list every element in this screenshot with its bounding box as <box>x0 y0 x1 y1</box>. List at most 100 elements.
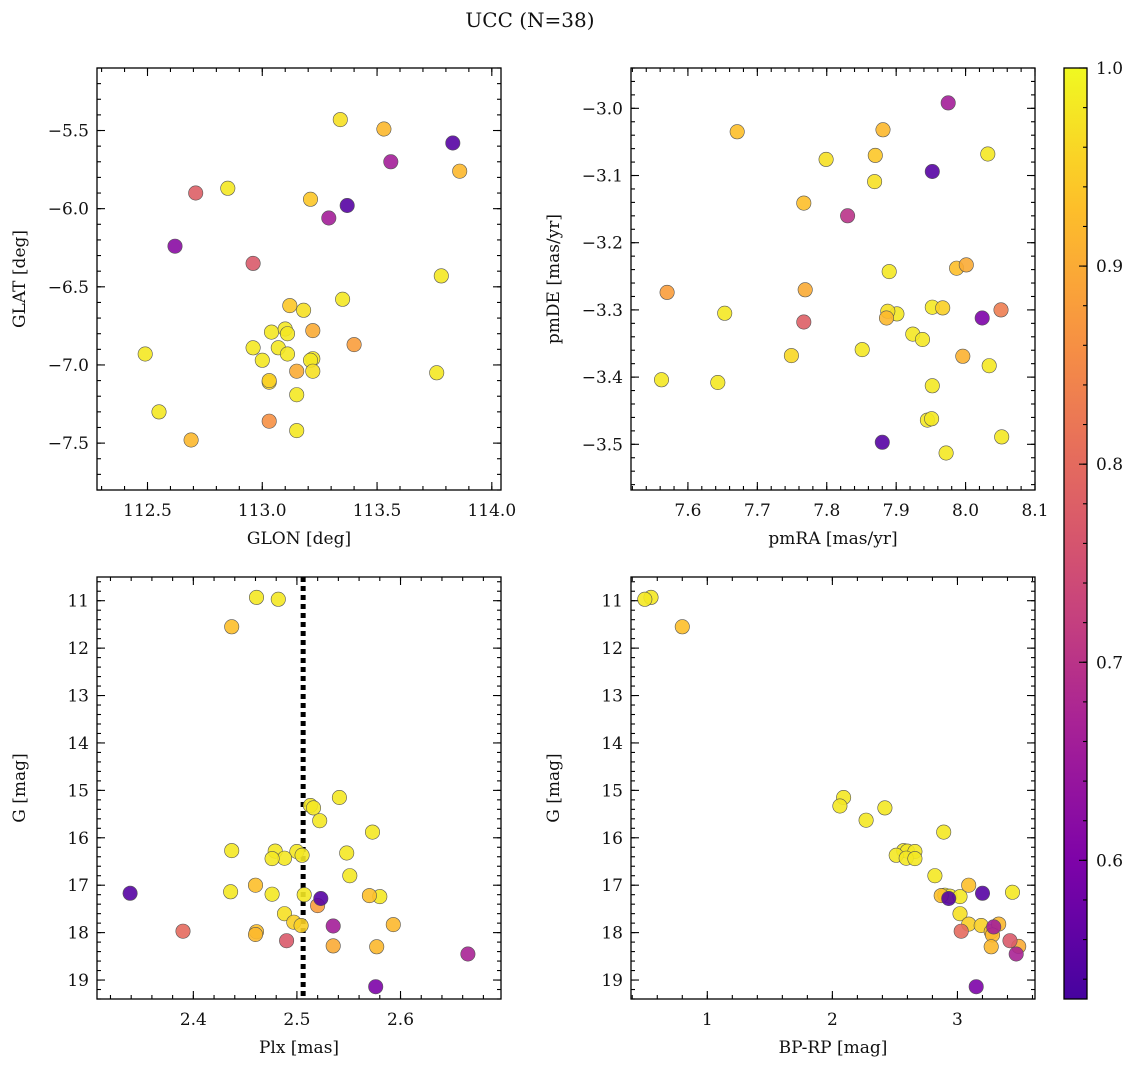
data-point <box>305 800 321 816</box>
data-point <box>958 257 974 273</box>
data-point <box>940 95 956 111</box>
data-point <box>1008 946 1024 962</box>
y-tick-label: 17 <box>67 876 89 896</box>
panel-pmra-pmde: 7.6 7.7 7.8 7.9 8.0 8.1 −3.5 −3.4 −3.3 −3.2 −3.1 −3… <box>544 67 1049 549</box>
data-point <box>445 135 461 151</box>
data-point <box>188 185 204 201</box>
y-tick-label: −6.0 <box>48 200 89 220</box>
data-point <box>305 363 321 379</box>
data-point <box>924 378 940 394</box>
y-tick-label: 17 <box>601 876 623 896</box>
y-tick-label: 13 <box>601 687 623 707</box>
data-point <box>936 824 952 840</box>
data-point <box>858 812 874 828</box>
x-tick-label: 7.6 <box>674 501 701 521</box>
minor-ticks <box>631 67 1036 490</box>
colorbar: 0.6 0.7 0.8 0.9 1.0 <box>1063 59 1123 1000</box>
data-point <box>279 326 295 342</box>
x-tick-label: 7.9 <box>883 501 910 521</box>
y-tick-label: 11 <box>601 592 623 612</box>
data-point <box>986 919 1002 935</box>
data-point <box>927 868 943 884</box>
y-tick-label: −5.5 <box>48 122 89 142</box>
data-point <box>818 151 834 167</box>
data-point <box>717 305 733 321</box>
data-point <box>339 845 355 861</box>
data-point <box>952 906 968 922</box>
y-tick-label: 14 <box>67 734 89 754</box>
data-point <box>183 432 199 448</box>
data-point <box>335 291 351 307</box>
y-tick-label: −3.1 <box>582 167 623 187</box>
y-tick-label: −3.4 <box>582 368 623 388</box>
x-tick-label: 113.0 <box>238 501 287 521</box>
x-tick-label: 1 <box>702 1010 713 1030</box>
data-point <box>224 619 240 635</box>
data-point <box>1004 884 1020 900</box>
data-point <box>961 877 977 893</box>
data-point <box>325 938 341 954</box>
y-tick-label: −7.5 <box>48 434 89 454</box>
data-point <box>249 589 265 605</box>
data-point <box>339 198 355 214</box>
minor-ticks <box>97 577 501 1000</box>
data-point <box>261 373 277 389</box>
colorbar-tick-label: 0.7 <box>1096 653 1123 673</box>
y-tick-label: −3.3 <box>582 301 623 321</box>
data-point <box>974 885 990 901</box>
data-point <box>264 851 280 867</box>
data-point <box>878 310 894 326</box>
data-point <box>783 348 799 364</box>
axes-frame <box>96 576 502 1000</box>
axes-frame <box>96 67 502 491</box>
data-point <box>385 917 401 933</box>
data-point <box>383 154 399 170</box>
data-point <box>368 979 384 995</box>
data-point <box>346 337 362 353</box>
panels-group: 112.5 113.0 113.5 114.0−7.5−7.0−6.5−6.0−5.5… <box>10 67 1049 1058</box>
y-tick-label: 14 <box>601 734 623 754</box>
data-point <box>342 868 358 884</box>
data-point <box>321 210 337 226</box>
data-point <box>924 411 940 427</box>
data-point <box>296 302 312 318</box>
data-point <box>840 208 856 224</box>
y-tick-label: −6.5 <box>48 278 89 298</box>
x-tick-label: 7.7 <box>744 501 771 521</box>
x-tick-label: 2.4 <box>180 1010 207 1030</box>
colorbar-tick-label: 0.6 <box>1096 851 1123 871</box>
data-point <box>261 413 277 429</box>
data-point <box>452 163 468 179</box>
data-point <box>151 404 167 420</box>
data-point <box>289 363 305 379</box>
data-point <box>302 191 318 207</box>
x-tick-label: 2.5 <box>283 1010 310 1030</box>
y-tick-label: −3.5 <box>582 435 623 455</box>
data-point <box>369 939 385 955</box>
x-tick-label: 8.1 <box>1021 501 1048 521</box>
data-point <box>875 122 891 138</box>
data-point <box>924 164 940 180</box>
data-point <box>953 923 969 939</box>
data-point <box>263 324 279 340</box>
data-point <box>881 264 897 280</box>
y-axis-label: pmDE [mas/yr] <box>544 214 564 344</box>
data-point <box>270 591 286 607</box>
data-point <box>167 238 183 254</box>
data-point <box>796 195 812 211</box>
x-tick-label: 113.5 <box>353 501 402 521</box>
y-tick-label: 13 <box>67 687 89 707</box>
data-point <box>659 284 675 300</box>
colorbar-gradient <box>1064 68 1087 999</box>
data-point <box>264 886 280 902</box>
data-point <box>796 314 812 330</box>
data-point <box>980 146 996 162</box>
x-tick-label: 2.6 <box>387 1010 414 1030</box>
data-point <box>983 939 999 955</box>
data-point <box>279 933 295 949</box>
data-point <box>874 434 890 450</box>
data-point <box>460 946 476 962</box>
data-point <box>867 147 883 163</box>
data-point <box>254 352 270 368</box>
